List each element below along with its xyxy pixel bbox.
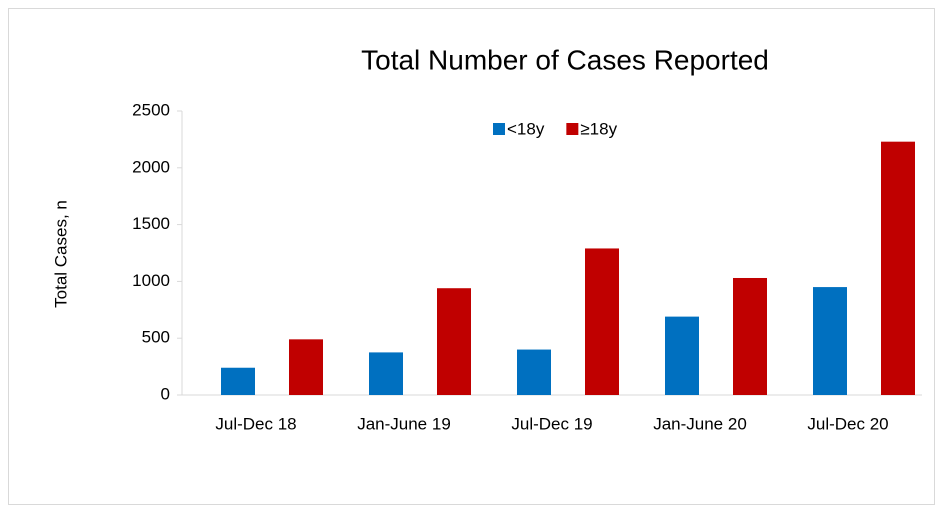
y-tick-label: 2000 — [132, 157, 170, 176]
x-tick-label: Jan-June 19 — [357, 414, 451, 433]
x-tick-label: Jul-Dec 18 — [215, 414, 296, 433]
bar — [517, 349, 551, 395]
y-tick-label: 1500 — [132, 214, 170, 233]
legend-label: <18y — [507, 119, 545, 138]
y-tick-label: 2500 — [132, 100, 170, 119]
y-tick-label: 1000 — [132, 271, 170, 290]
bar — [585, 248, 619, 395]
y-tick-label: 0 — [161, 384, 170, 403]
bar — [733, 277, 767, 395]
bar — [665, 316, 699, 395]
y-tick-label: 500 — [142, 328, 170, 347]
x-tick-label: Jul-Dec 19 — [511, 414, 592, 433]
x-tick-label: Jan-June 20 — [653, 414, 747, 433]
legend-swatch — [493, 123, 505, 135]
bar — [289, 339, 323, 395]
chart-title: Total Number of Cases Reported — [361, 44, 769, 75]
bar — [221, 367, 255, 395]
legend-swatch — [566, 123, 579, 135]
bar — [881, 141, 915, 395]
legend-label: ≥18y — [580, 119, 617, 138]
chart-border — [8, 8, 935, 505]
bar — [813, 287, 847, 395]
bar — [369, 352, 403, 395]
y-axis-label: Total Cases, n — [51, 200, 70, 308]
bar — [437, 288, 471, 395]
x-tick-label: Jul-Dec 20 — [807, 414, 888, 433]
